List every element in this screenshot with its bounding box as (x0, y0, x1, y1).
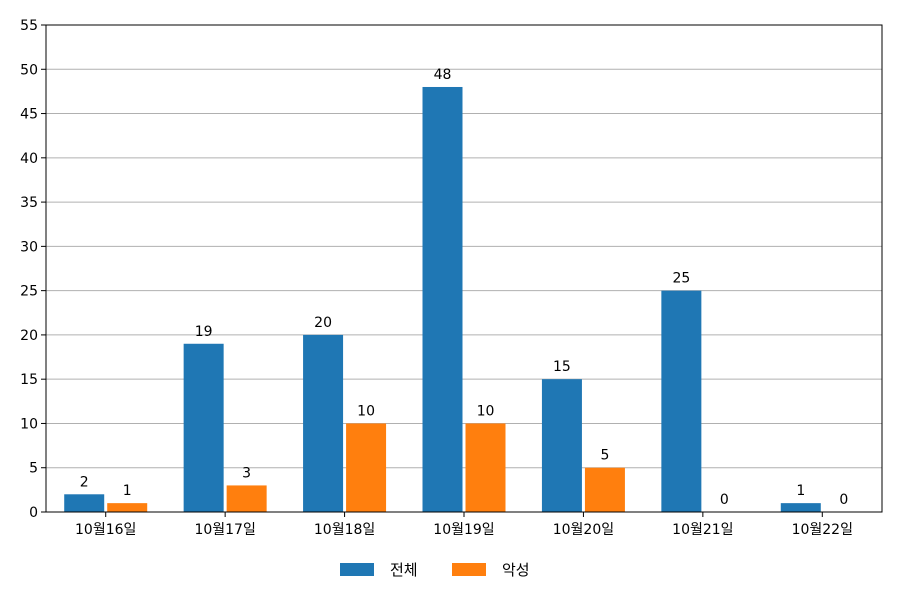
y-tick-label: 50 (20, 62, 38, 78)
legend-label: 악성 (502, 561, 530, 579)
data-label: 1 (123, 483, 132, 499)
data-label: 2 (80, 474, 89, 490)
legend-label: 전체 (390, 561, 418, 579)
y-tick-label: 35 (20, 195, 38, 211)
data-label: 3 (242, 465, 251, 481)
legend: 전체 악성 (340, 561, 530, 579)
y-tick-label: 25 (20, 284, 38, 300)
y-tick-label: 30 (20, 239, 38, 255)
y-tick-label: 10 (20, 416, 38, 432)
data-label: 20 (314, 315, 332, 331)
data-label: 48 (434, 67, 452, 83)
legend-swatch (340, 563, 374, 576)
x-axis: 10월16일 10월17일 10월18일 10월19일 10월20일 10월21일 10월2… (75, 512, 853, 538)
x-tick-label: 10월16일 (75, 522, 136, 538)
data-label: 15 (553, 359, 571, 375)
y-tick-label: 40 (20, 151, 38, 167)
y-tick-label: 15 (20, 372, 38, 388)
y-tick-label: 5 (29, 461, 38, 477)
bar (465, 423, 506, 512)
bar (226, 485, 267, 512)
y-tick-label: 0 (29, 505, 38, 521)
y-axis: 0 5 10 15 20 25 30 35 40 45 50 55 (20, 18, 46, 521)
grid-lines (46, 68, 882, 469)
bar (64, 494, 105, 512)
bar (584, 467, 625, 512)
bar (107, 503, 148, 512)
data-label: 0 (839, 492, 848, 508)
data-label: 1 (796, 483, 805, 499)
x-tick-label: 10월17일 (194, 522, 255, 538)
bar (303, 334, 344, 512)
x-tick-label: 10월19일 (433, 522, 494, 538)
y-tick-label: 20 (20, 328, 38, 344)
bars-layer (64, 86, 821, 513)
y-tick-label: 45 (20, 107, 38, 123)
data-label: 19 (195, 324, 213, 340)
data-label: 5 (600, 448, 609, 464)
x-tick-label: 10월21일 (672, 522, 733, 538)
bar (541, 379, 582, 512)
bar (780, 503, 821, 512)
bar (422, 86, 463, 513)
x-tick-label: 10월20일 (553, 522, 614, 538)
x-tick-label: 10월18일 (314, 522, 375, 538)
bar (661, 290, 702, 512)
y-tick-label: 55 (20, 18, 38, 34)
legend-swatch (452, 563, 486, 576)
data-label: 0 (720, 492, 729, 508)
data-label: 10 (477, 403, 495, 419)
data-label: 25 (672, 271, 690, 287)
x-tick-label: 10월22일 (792, 522, 853, 538)
bar (346, 423, 387, 512)
bar (183, 343, 224, 512)
data-label: 10 (357, 403, 375, 419)
plot-frame (45, 24, 883, 513)
